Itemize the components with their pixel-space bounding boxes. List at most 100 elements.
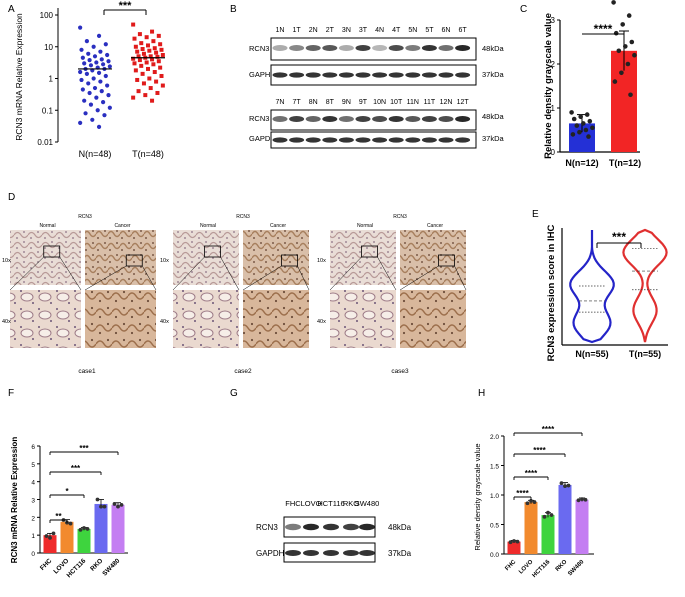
panel-a-y-tick-label: 100 xyxy=(40,11,54,20)
ihc-zoom-box xyxy=(361,245,378,258)
panel-e-x-label-t: T(n=55) xyxy=(629,349,661,359)
panel-a-point-n xyxy=(82,98,87,103)
panel-a-point-n xyxy=(80,87,85,92)
panel-a-point-t xyxy=(140,71,145,76)
blot-b-lane-label: 4N xyxy=(375,27,384,34)
panel-f-point xyxy=(95,497,100,502)
blot-b-band-gapdh xyxy=(455,137,471,143)
panel-c-point xyxy=(626,13,632,18)
blot-b-band-rcn3 xyxy=(388,116,404,122)
panel-h-significance: **** xyxy=(533,446,546,455)
panel-h-x-label: FHC xyxy=(504,559,517,572)
panel-a-point-n xyxy=(96,33,102,38)
panel-c-y-tick-label: 2 xyxy=(551,60,556,69)
panel-a-point-n xyxy=(78,69,83,75)
ihc-mag-40x: 40x xyxy=(160,319,169,325)
panel-h-x-label: HCT116 xyxy=(532,559,552,579)
panel-c-bar-chart: 0 1 2 3 **** Relative density grayscale valu… xyxy=(543,0,641,168)
panel-h-point xyxy=(563,484,567,489)
panel-h-y-axis-label: Relative density grayscale value xyxy=(473,443,482,550)
panel-f-y-tick-label: 1 xyxy=(31,533,35,540)
ihc-zoom-line xyxy=(142,265,157,291)
ihc-normal-10x-image xyxy=(10,230,81,285)
blot-b-band-rcn3 xyxy=(355,45,371,51)
panel-f-x-label: HCT116 xyxy=(66,557,88,579)
panel-a-point-t xyxy=(158,42,163,47)
ihc-cancer-label: Cancer xyxy=(114,223,130,229)
blot-g-band-rcn3 xyxy=(285,523,301,531)
panel-c-point xyxy=(574,123,580,128)
ihc-zoom-line xyxy=(242,265,282,291)
blot-b-lane-label: 12N xyxy=(440,99,453,106)
blot-b-gapdh-kda-top: 37kDa xyxy=(482,70,505,79)
panel-f-bar xyxy=(94,503,108,553)
panel-f-bar xyxy=(43,535,57,553)
panel-h-y-tick-label: 2.0 xyxy=(490,434,499,441)
panel-a-point-t xyxy=(151,62,156,67)
blot-b-band-gapdh xyxy=(322,72,338,78)
panel-c-point xyxy=(616,48,622,54)
blot-b-band-rcn3 xyxy=(289,116,305,122)
panel-h-point xyxy=(532,500,537,504)
panel-e-violin-plot: RCN3 expression score in IHC *** N(n=55)… xyxy=(546,224,668,361)
panel-a-point-t xyxy=(154,50,159,55)
blot-b-band-rcn3 xyxy=(421,45,437,51)
ihc-zoom-box xyxy=(204,245,221,258)
blot-b-band-rcn3 xyxy=(338,116,354,122)
panel-h-bar xyxy=(524,502,538,554)
ihc-zoom-line xyxy=(399,265,439,291)
panel-a-y-tick-label: 1 xyxy=(49,75,54,84)
panel-e-violin-t xyxy=(622,228,668,343)
panel-h-bar xyxy=(558,484,572,554)
panel-f-point xyxy=(85,527,90,531)
panel-f-y-tick-label: 4 xyxy=(31,480,35,487)
blot-b-lane-label: 5T xyxy=(425,27,434,34)
panel-a-point-t xyxy=(146,66,150,71)
panel-a-point-t xyxy=(147,48,152,53)
blot-b-lane-label: 7T xyxy=(293,99,302,106)
blot-b-lane-label: 4T xyxy=(392,27,401,34)
panel-a-point-n xyxy=(106,59,111,64)
ihc-cancer-label: Cancer xyxy=(270,223,286,229)
panel-b-western-blot: 1N 1T 2N 2T 3N 3T 4N 4T 5N 5T 6N 6T RCN3 48kDa GAPH… xyxy=(249,27,505,149)
blot-b-band-gapdh xyxy=(421,137,437,143)
panel-c-point xyxy=(569,110,574,115)
panel-f-y-tick-label: 6 xyxy=(31,444,35,451)
ihc-mag-10x: 10x xyxy=(317,258,326,264)
panel-h-point xyxy=(525,501,530,506)
blot-b-lane-label: 12T xyxy=(457,99,470,106)
blot-g-band-gapdh xyxy=(285,550,301,556)
panel-a-point-t xyxy=(144,35,149,40)
panel-f-y-axis-label: RCN3 mRNA Relative Expression xyxy=(10,437,19,564)
panel-h-point xyxy=(529,499,533,503)
panel-letter-h: H xyxy=(478,388,485,399)
blot-g-rcn3-label: RCN3 xyxy=(256,523,278,532)
panel-a-point-n xyxy=(78,120,83,125)
panel-h-point xyxy=(580,497,584,502)
panel-h-y-tick-label: 1.0 xyxy=(490,493,499,500)
panel-a-point-n xyxy=(103,42,108,47)
panel-h-point xyxy=(542,514,547,519)
panel-a-point-n xyxy=(105,83,110,88)
panel-f-point xyxy=(51,531,56,536)
panel-a-point-t xyxy=(154,79,159,84)
panel-h-point xyxy=(508,540,513,545)
blot-b-lane-label: 1T xyxy=(293,27,302,34)
blot-b-band-rcn3 xyxy=(289,45,305,51)
panel-c-y-axis-label: Relative density grayscale value xyxy=(543,13,554,159)
ihc-mag-10x: 10x xyxy=(160,258,169,264)
panel-e-x-label-n: N(n=55) xyxy=(575,349,608,359)
ihc-zoom-box xyxy=(438,254,455,267)
panel-a-point-n xyxy=(82,61,87,66)
panel-a-point-t xyxy=(160,83,165,88)
ihc-cancer-10x-image xyxy=(400,230,466,285)
panel-letter-d: D xyxy=(8,192,15,203)
panel-a-point-t xyxy=(132,61,137,66)
blot-b-band-gapdh xyxy=(355,137,371,143)
panel-a-point-n xyxy=(103,73,108,79)
panel-e-significance: *** xyxy=(612,230,626,244)
blot-b-band-gapdh xyxy=(372,137,388,143)
panel-a-point-t xyxy=(141,51,146,56)
blot-g-lane-label: RKO xyxy=(343,499,359,508)
